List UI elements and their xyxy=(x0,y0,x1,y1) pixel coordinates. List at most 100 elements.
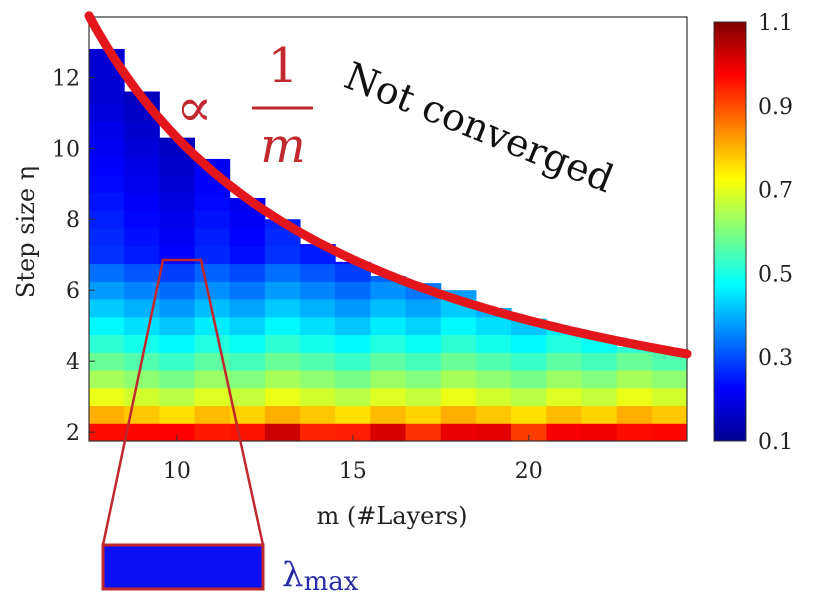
y-tick-label: 10 xyxy=(52,137,80,162)
heatmap-cell xyxy=(229,228,266,247)
heatmap-cell xyxy=(194,405,231,424)
heatmap-cell xyxy=(651,370,687,389)
heatmap-cell xyxy=(511,387,547,407)
y-tick-label: 8 xyxy=(66,208,80,233)
heatmap-cell xyxy=(616,346,653,353)
heatmap-cell xyxy=(89,86,125,105)
heatmap-cell xyxy=(440,370,477,389)
heatmap-cell xyxy=(89,387,125,407)
heatmap-cell xyxy=(124,192,160,211)
heatmap-cell xyxy=(546,370,582,389)
heatmap-cell xyxy=(581,370,618,389)
heatmap-cell xyxy=(370,387,407,407)
heatmap-cell xyxy=(300,316,336,336)
heatmap-cell xyxy=(405,316,442,336)
heatmap-cell xyxy=(89,405,125,424)
heatmap-cell xyxy=(335,281,371,300)
colorbar-tick-label: 1.1 xyxy=(758,11,793,36)
heatmap-cell xyxy=(229,387,266,407)
heatmap-cell xyxy=(264,370,301,389)
heatmap-cell xyxy=(89,263,125,282)
heatmap-cell xyxy=(89,423,125,441)
heatmap-cell xyxy=(124,139,160,158)
heatmap-cell xyxy=(264,423,301,441)
heatmap-cell xyxy=(89,245,125,265)
heatmap-cell xyxy=(511,370,547,389)
heatmap-cell xyxy=(194,281,231,300)
heatmap-cell xyxy=(89,139,125,158)
y-tick-labels: 2 4 6 8 10 12 xyxy=(52,66,95,446)
heatmap-cell xyxy=(124,121,160,140)
heatmap-cell xyxy=(440,352,477,371)
heatmap-cell xyxy=(335,334,371,353)
heatmap-cell xyxy=(194,210,231,229)
heatmap-cell xyxy=(511,334,547,353)
heatmap-cell xyxy=(124,228,160,247)
heatmap-cell xyxy=(440,423,477,441)
heatmap-cell xyxy=(546,405,582,424)
y-tick-label: 2 xyxy=(66,421,80,446)
heatmap-cell xyxy=(581,387,618,407)
heatmap-cell xyxy=(229,423,266,441)
heatmap-cell xyxy=(89,192,125,211)
colorbar-tick-labels: 1.1 0.9 0.7 0.5 0.3 0.1 xyxy=(758,11,793,455)
heatmap-cell xyxy=(229,334,266,353)
heatmap-cell xyxy=(159,370,196,389)
heatmap-cell xyxy=(300,263,336,282)
heatmap-cell xyxy=(124,157,160,176)
heatmap-cell xyxy=(159,334,196,353)
heatmap-cell xyxy=(300,352,336,371)
heatmap-cell xyxy=(335,299,371,318)
heatmap-cell xyxy=(475,423,512,441)
heatmap-cell xyxy=(300,423,336,441)
heatmap-cell xyxy=(194,263,231,282)
heatmap-cell xyxy=(511,423,547,441)
heatmap-cell xyxy=(475,352,512,371)
heatmap-cell xyxy=(405,387,442,407)
heatmap-cell xyxy=(546,352,582,371)
y-tick-label: 12 xyxy=(52,66,80,91)
heatmap-cell xyxy=(229,281,266,300)
heatmap-cell xyxy=(370,334,407,353)
heatmap-cell xyxy=(300,370,336,389)
heatmap-cell xyxy=(124,210,160,229)
heatmap-cell xyxy=(264,334,301,353)
heatmap-cell xyxy=(300,387,336,407)
heatmap-cell xyxy=(651,405,687,424)
heatmap-cell xyxy=(616,405,653,424)
heatmap-cell xyxy=(194,387,231,407)
heatmap-cell xyxy=(159,192,196,211)
heatmap-cell xyxy=(300,299,336,318)
heatmap-cell xyxy=(475,370,512,389)
heatmap-cell xyxy=(546,334,582,353)
x-tick-label: 15 xyxy=(339,459,367,484)
x-tick-label: 20 xyxy=(515,459,543,484)
colorbar-tick-label: 0.9 xyxy=(758,95,793,120)
heatmap-cell xyxy=(159,245,196,265)
heatmap-cell xyxy=(546,423,582,441)
heatmap-cell xyxy=(335,387,371,407)
heatmap-cell xyxy=(159,210,196,229)
lambda-max-label: λmax xyxy=(282,555,359,597)
heatmap-cell xyxy=(651,387,687,407)
heatmap-cell xyxy=(159,405,196,424)
heatmap-cell xyxy=(89,68,125,87)
heatmap-cell xyxy=(229,245,266,265)
heatmap-cell xyxy=(124,316,160,336)
heatmap-cell xyxy=(405,352,442,371)
heatmap-cell xyxy=(475,387,512,407)
heatmap-cell xyxy=(159,263,196,282)
heatmap-cell xyxy=(335,352,371,371)
heatmap-cell xyxy=(264,405,301,424)
heatmap-cell xyxy=(300,281,336,300)
heatmap-cell xyxy=(89,334,125,353)
heatmap-cell xyxy=(405,423,442,441)
fraction-numerator: 1 xyxy=(268,38,299,94)
heatmap-cell xyxy=(370,352,407,371)
heatmap-cell xyxy=(300,334,336,353)
heatmap-cell xyxy=(335,316,371,336)
heatmap-cell xyxy=(300,405,336,424)
heatmap-cell xyxy=(89,174,125,194)
heatmap-cell xyxy=(159,299,196,318)
y-tick-label: 4 xyxy=(66,350,80,375)
